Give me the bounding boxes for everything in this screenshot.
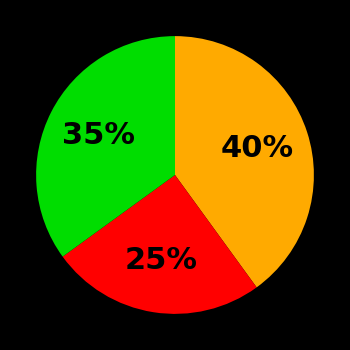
Text: 40%: 40% — [220, 134, 293, 163]
Wedge shape — [36, 36, 175, 257]
Wedge shape — [63, 175, 257, 314]
Wedge shape — [175, 36, 314, 287]
Text: 35%: 35% — [62, 121, 135, 150]
Text: 25%: 25% — [125, 246, 198, 274]
